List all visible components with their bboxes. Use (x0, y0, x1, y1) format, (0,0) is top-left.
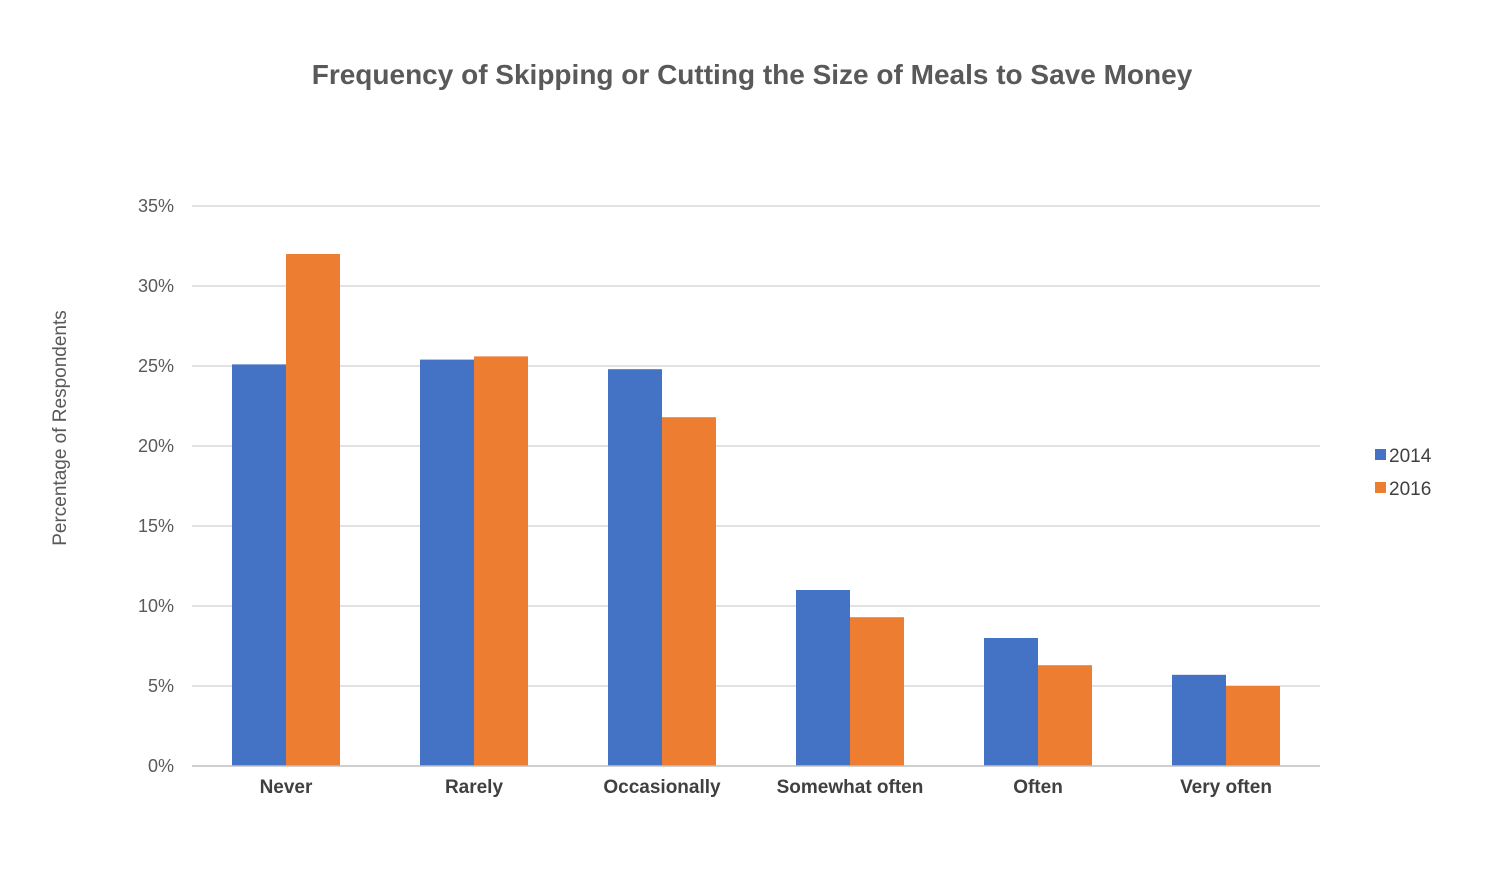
x-tick-label: Rarely (445, 777, 504, 798)
bar-2016-very-often (1226, 686, 1280, 766)
y-tick-label: 5% (148, 676, 174, 696)
bar-2014-occasionally (608, 369, 662, 766)
y-tick-label: 30% (138, 276, 174, 296)
bars (232, 254, 1280, 766)
bar-2016-never (286, 254, 340, 766)
x-tick-label: Very often (1180, 777, 1272, 798)
y-tick-label: 25% (138, 356, 174, 376)
bar-2016-somewhat-often (850, 617, 904, 766)
legend-label-2014: 2014 (1389, 446, 1432, 467)
bar-2014-rarely (420, 359, 474, 766)
x-axis: Never Rarely Occasionally Somewhat often Oft… (192, 765, 1320, 798)
bar-2016-occasionally (662, 417, 716, 766)
y-tick-label: 35% (138, 196, 174, 216)
x-tick-label: Occasionally (603, 777, 721, 798)
bar-2014-very-often (1172, 674, 1226, 766)
x-tick-label: Often (1013, 777, 1063, 798)
legend-label-2016: 2016 (1389, 479, 1431, 500)
y-tick-label: 15% (138, 516, 174, 536)
y-axis-ticks: 0% 5% 10% 15% 20% 25% 30% 35% (138, 196, 174, 776)
y-tick-label: 10% (138, 596, 174, 616)
gridlines (192, 205, 1320, 687)
legend-swatch-2016 (1375, 482, 1386, 493)
y-tick-label: 20% (138, 436, 174, 456)
chart-title: Frequency of Skipping or Cutting the Siz… (312, 59, 1193, 90)
bar-2014-somewhat-often (796, 590, 850, 766)
legend-swatch-2014 (1375, 449, 1386, 460)
y-tick-label: 0% (148, 756, 174, 776)
bar-2016-rarely (474, 356, 528, 766)
bar-2014-often (984, 638, 1038, 766)
x-tick-label: Never (260, 777, 313, 798)
bar-2014-never (232, 364, 286, 766)
x-tick-label: Somewhat often (777, 777, 924, 798)
y-axis-title: Percentage of Respondents (50, 310, 71, 546)
legend: 2014 2016 (1375, 446, 1432, 500)
bar-2016-often (1038, 665, 1092, 766)
